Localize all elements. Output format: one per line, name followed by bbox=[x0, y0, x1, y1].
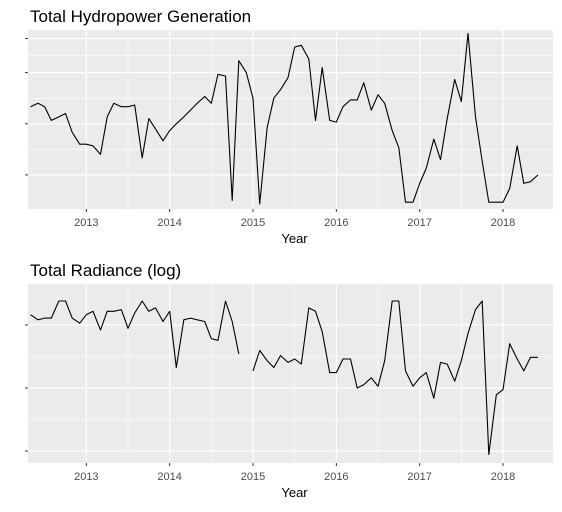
series-line bbox=[30, 300, 240, 369]
x-tick-label: 2016 bbox=[324, 471, 348, 483]
x-tick-label: 2017 bbox=[407, 217, 431, 229]
chart-panel-1: Total Hydropower Generation 2013 2014 2015 2… bbox=[25, 7, 553, 246]
x-tick-label: 2016 bbox=[324, 217, 348, 229]
x-tick-label: 2018 bbox=[491, 471, 515, 483]
chart-title: Total Hydropower Generation bbox=[30, 7, 251, 26]
x-tick-label: 2013 bbox=[74, 471, 98, 483]
x-tick-label: 2015 bbox=[241, 471, 265, 483]
series-line bbox=[252, 300, 538, 456]
x-axis-label: Year bbox=[281, 231, 308, 246]
chart-panel-2: Total Radiance (log) 2013 2014 2015 2016 2017… bbox=[25, 261, 553, 500]
chart-title: Total Radiance (log) bbox=[30, 261, 181, 280]
x-tick-label: 2018 bbox=[491, 217, 515, 229]
x-tick-label: 2017 bbox=[407, 471, 431, 483]
series-line bbox=[530, 174, 539, 183]
x-tick-label: 2015 bbox=[241, 217, 265, 229]
x-tick-label: 2013 bbox=[74, 217, 98, 229]
x-axis-label: Year bbox=[281, 485, 308, 500]
plot-background bbox=[28, 284, 553, 463]
series-line bbox=[30, 32, 531, 205]
x-tick-label: 2014 bbox=[157, 217, 181, 229]
x-tick-label: 2014 bbox=[157, 471, 181, 483]
